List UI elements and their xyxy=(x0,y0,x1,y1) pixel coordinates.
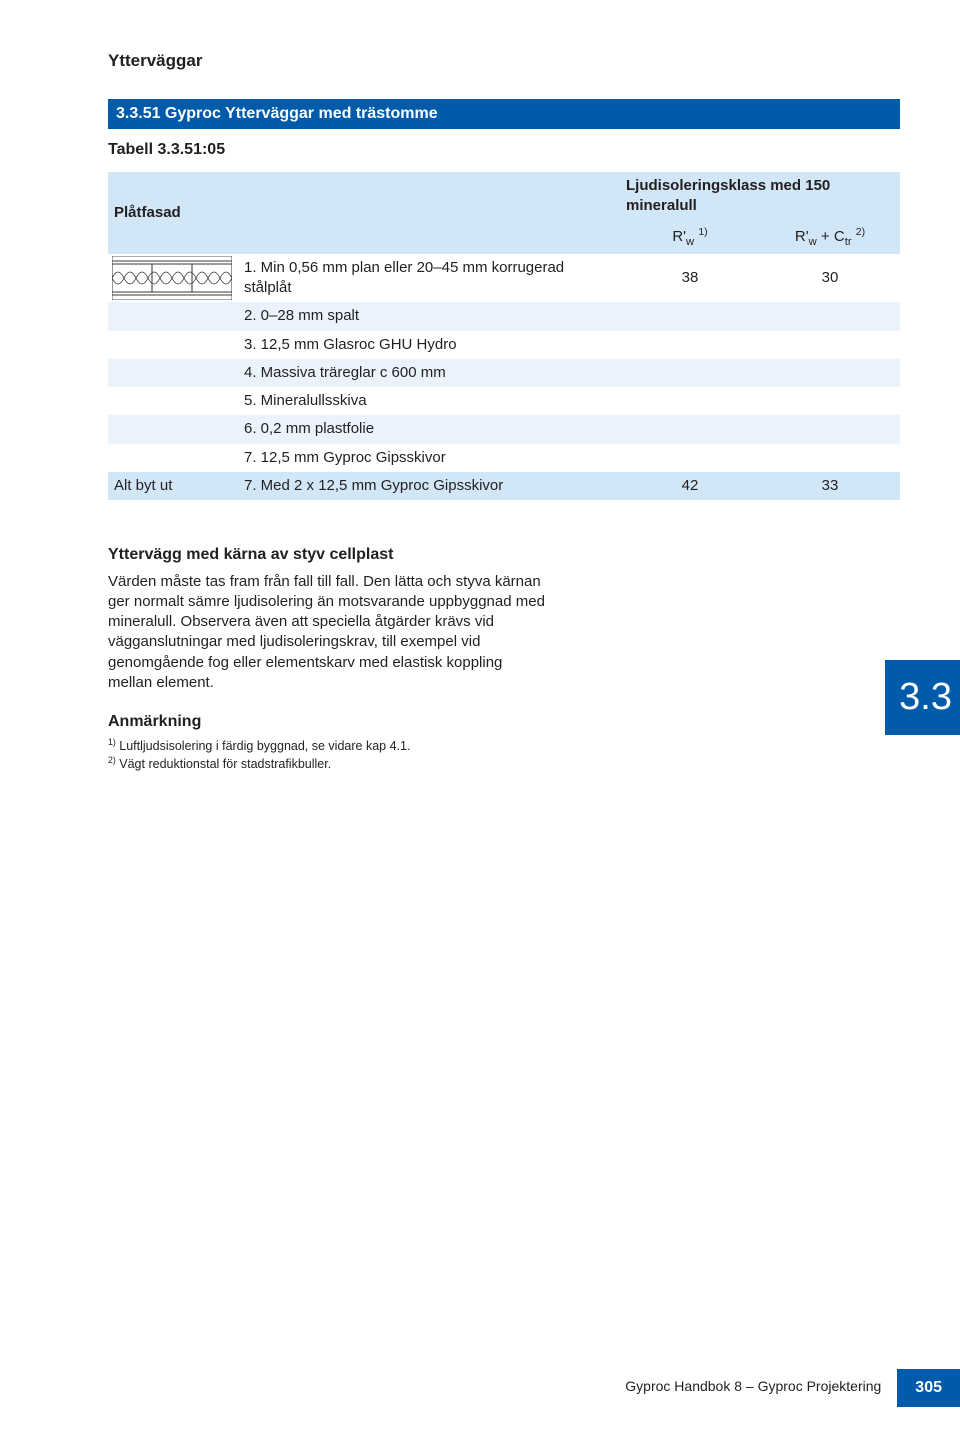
table-cell-v1: 38 xyxy=(620,254,760,303)
wall-diagram-cell xyxy=(108,254,238,303)
table-cell-v2 xyxy=(760,387,900,415)
table-cell-v2 xyxy=(760,331,900,359)
table-label: Tabell 3.3.51:05 xyxy=(108,139,900,161)
side-tab: 3.3 xyxy=(885,660,960,735)
footer-text: Gyproc Handbok 8 – Gyproc Projektering xyxy=(609,1369,897,1407)
table-cell-v2 xyxy=(760,415,900,443)
table-cell-v1 xyxy=(620,444,760,472)
table-cell-left xyxy=(108,387,238,415)
table-cell-desc: 1. Min 0,56 mm plan eller 20–45 mm korru… xyxy=(238,254,620,303)
section-heading: 3.3.51 Gyproc Ytterväggar med trästomme xyxy=(108,99,900,129)
table-head-right-title: Ljudisoleringsklass med 150 mineralull xyxy=(620,172,900,221)
breadcrumb: Ytterväggar xyxy=(108,50,900,73)
anm-note-2-text: Vägt reduktionstal för stadstrafikbuller… xyxy=(119,757,331,771)
footer-page-number: 305 xyxy=(897,1369,960,1407)
table-cell-v1 xyxy=(620,359,760,387)
table-cell-v1 xyxy=(620,331,760,359)
table-cell-desc: 7. 12,5 mm Gyproc Gipsskivor xyxy=(238,444,620,472)
table-foot-v2: 33 xyxy=(760,472,900,500)
table-head-left: Plåtfasad xyxy=(108,172,620,254)
anm-heading: Anmärkning xyxy=(108,711,548,733)
table-cell-desc: 3. 12,5 mm Glasroc GHU Hydro xyxy=(238,331,620,359)
anm-note-1-text: Luftljudsisolering i färdig byggnad, se … xyxy=(119,739,410,753)
anm-note-1: 1) Luftljudsisolering i färdig byggnad, … xyxy=(108,737,548,755)
table-cell-v2 xyxy=(760,302,900,330)
table-head-col2: R'w + Ctr 2) xyxy=(760,221,900,254)
table-cell-left xyxy=(108,444,238,472)
body-heading: Yttervägg med kärna av styv cellplast xyxy=(108,544,548,566)
table-cell-desc: 4. Massiva träreglar c 600 mm xyxy=(238,359,620,387)
table-cell-desc: 6. 0,2 mm plastfolie xyxy=(238,415,620,443)
table-cell-left xyxy=(108,302,238,330)
table-cell-v2 xyxy=(760,444,900,472)
table-cell-v2 xyxy=(760,359,900,387)
table-cell-left xyxy=(108,415,238,443)
table-cell-v1 xyxy=(620,415,760,443)
table-foot-v1: 42 xyxy=(620,472,760,500)
table-cell-left xyxy=(108,359,238,387)
data-table: Plåtfasad Ljudisoleringsklass med 150 mi… xyxy=(108,172,900,500)
table-foot-left: Alt byt ut xyxy=(108,472,238,500)
table-cell-v1 xyxy=(620,387,760,415)
table-cell-desc: 5. Mineralullsskiva xyxy=(238,387,620,415)
table-cell-v1 xyxy=(620,302,760,330)
table-cell-v2: 30 xyxy=(760,254,900,303)
body-paragraph: Värden måste tas fram från fall till fal… xyxy=(108,572,548,694)
table-cell-left xyxy=(108,331,238,359)
table-cell-desc: 2. 0–28 mm spalt xyxy=(238,302,620,330)
table-head-col1: R'w 1) xyxy=(620,221,760,254)
wall-diagram-icon xyxy=(112,256,232,300)
table-foot-desc: 7. Med 2 x 12,5 mm Gyproc Gipsskivor xyxy=(238,472,620,500)
anm-note-2: 2) Vägt reduktionstal för stadstrafikbul… xyxy=(108,755,548,773)
page-footer: Gyproc Handbok 8 – Gyproc Projektering 3… xyxy=(609,1369,960,1407)
